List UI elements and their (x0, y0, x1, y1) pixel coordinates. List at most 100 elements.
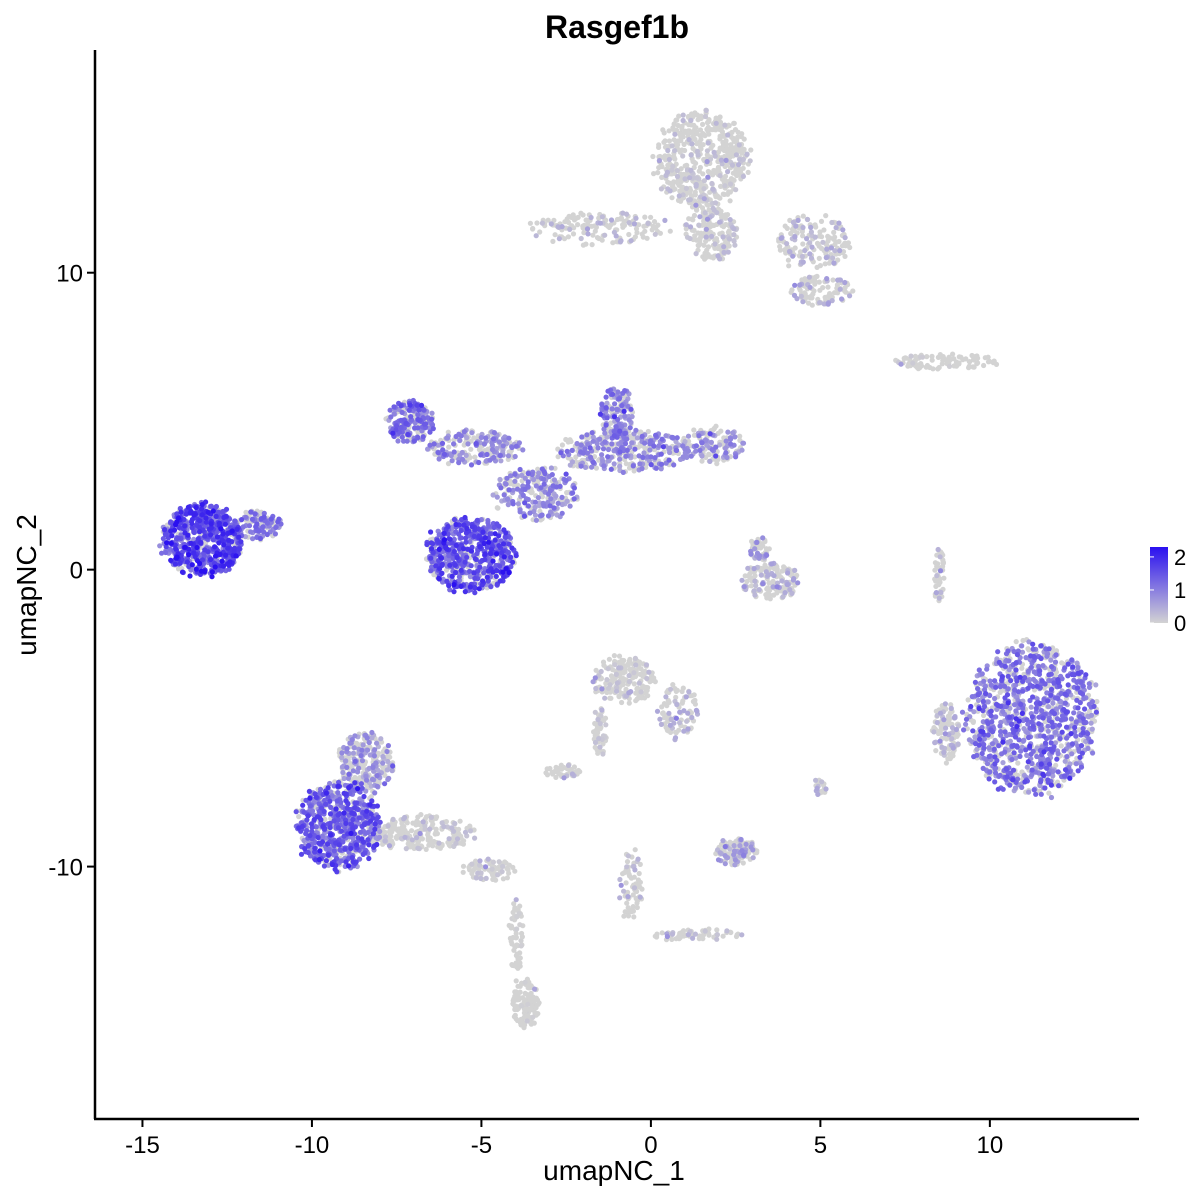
cell-point (937, 738, 943, 744)
cell-point (792, 245, 798, 251)
cell-point (616, 694, 622, 700)
cell-point (931, 729, 937, 735)
cell-point (623, 461, 629, 467)
cell-point (638, 666, 644, 672)
cell-point (655, 170, 661, 176)
cell-point (376, 834, 383, 840)
cell-point (595, 717, 601, 723)
cell-point (837, 248, 843, 254)
cell-point (956, 354, 962, 360)
cell-point (683, 185, 690, 191)
cell-point (417, 830, 423, 837)
cell-point (593, 685, 599, 692)
cell-point (731, 232, 737, 238)
cell-point (1000, 760, 1006, 766)
cell-point (562, 219, 568, 225)
cell-point (403, 846, 409, 852)
cell-point (483, 864, 489, 870)
cell-point (497, 476, 503, 483)
cell-point (743, 841, 749, 847)
cell-point (769, 561, 775, 567)
cell-point (806, 274, 813, 280)
cell-point (802, 291, 808, 297)
cell-point (763, 546, 770, 552)
cell-point (504, 496, 511, 502)
cell-point (744, 151, 750, 158)
cell-point (631, 885, 638, 891)
cell-point (937, 352, 943, 358)
cell-point (359, 758, 366, 764)
cell-point (748, 583, 755, 589)
cell-point (721, 249, 727, 255)
cell-point (604, 677, 610, 683)
cell-point (710, 255, 716, 261)
cell-point (800, 299, 806, 305)
cell-point (663, 694, 669, 700)
cell-point (675, 197, 682, 203)
cell-point (668, 686, 674, 692)
cell-point (756, 587, 762, 593)
cell-point (616, 665, 622, 671)
cell-point (711, 425, 718, 431)
cell-point (938, 589, 944, 596)
cell-point (559, 766, 565, 772)
cell-point (784, 225, 790, 231)
cell-point (538, 517, 544, 523)
cell-point (827, 292, 833, 298)
cell-point (651, 171, 657, 177)
cell-point (654, 708, 661, 714)
cell-point (1048, 794, 1055, 801)
cell-point (513, 978, 519, 984)
cell-point (785, 570, 791, 576)
cell-point (816, 255, 822, 261)
cell-point (1088, 720, 1094, 726)
cell-point (468, 446, 474, 452)
cell-point (533, 233, 539, 239)
cell-point (726, 236, 733, 242)
cell-point (369, 729, 375, 736)
cell-point (662, 217, 668, 223)
cell-point (676, 113, 682, 119)
cell-point (963, 721, 969, 727)
cell-point (718, 157, 725, 163)
cell-point (680, 117, 686, 124)
cell-point (593, 667, 599, 673)
cell-point (725, 132, 731, 138)
cell-point (512, 905, 518, 911)
cell-point (975, 360, 981, 366)
cell-point (582, 464, 589, 470)
cell-point (351, 745, 357, 751)
cell-point (427, 826, 433, 832)
cell-point (672, 148, 678, 154)
cell-point (797, 287, 803, 293)
cell-point (689, 714, 695, 721)
cell-point (692, 198, 698, 204)
cell-point (567, 226, 573, 232)
cell-point (580, 212, 586, 218)
cell-point (596, 736, 602, 742)
cell-point (732, 127, 739, 133)
cell-point (820, 239, 826, 245)
cell-point (723, 221, 729, 228)
cell-point (823, 786, 829, 792)
cell-point (472, 835, 478, 841)
cell-point (522, 979, 528, 985)
cell-point (365, 747, 371, 753)
cell-point (512, 453, 518, 460)
cell-point (628, 238, 634, 244)
cell-point (728, 144, 734, 150)
cell-point (807, 240, 813, 246)
cell-point (702, 133, 708, 139)
cell-point (817, 263, 824, 269)
cell-point (701, 242, 707, 248)
cell-point (946, 363, 953, 369)
cell-point (673, 936, 679, 942)
cell-point (657, 230, 664, 236)
cell-point (175, 566, 182, 572)
cell-point (584, 226, 591, 232)
cell-point (691, 227, 697, 233)
cell-point (434, 814, 440, 820)
cell-point (705, 140, 711, 146)
cell-point (621, 222, 628, 228)
cell-point (679, 125, 685, 132)
